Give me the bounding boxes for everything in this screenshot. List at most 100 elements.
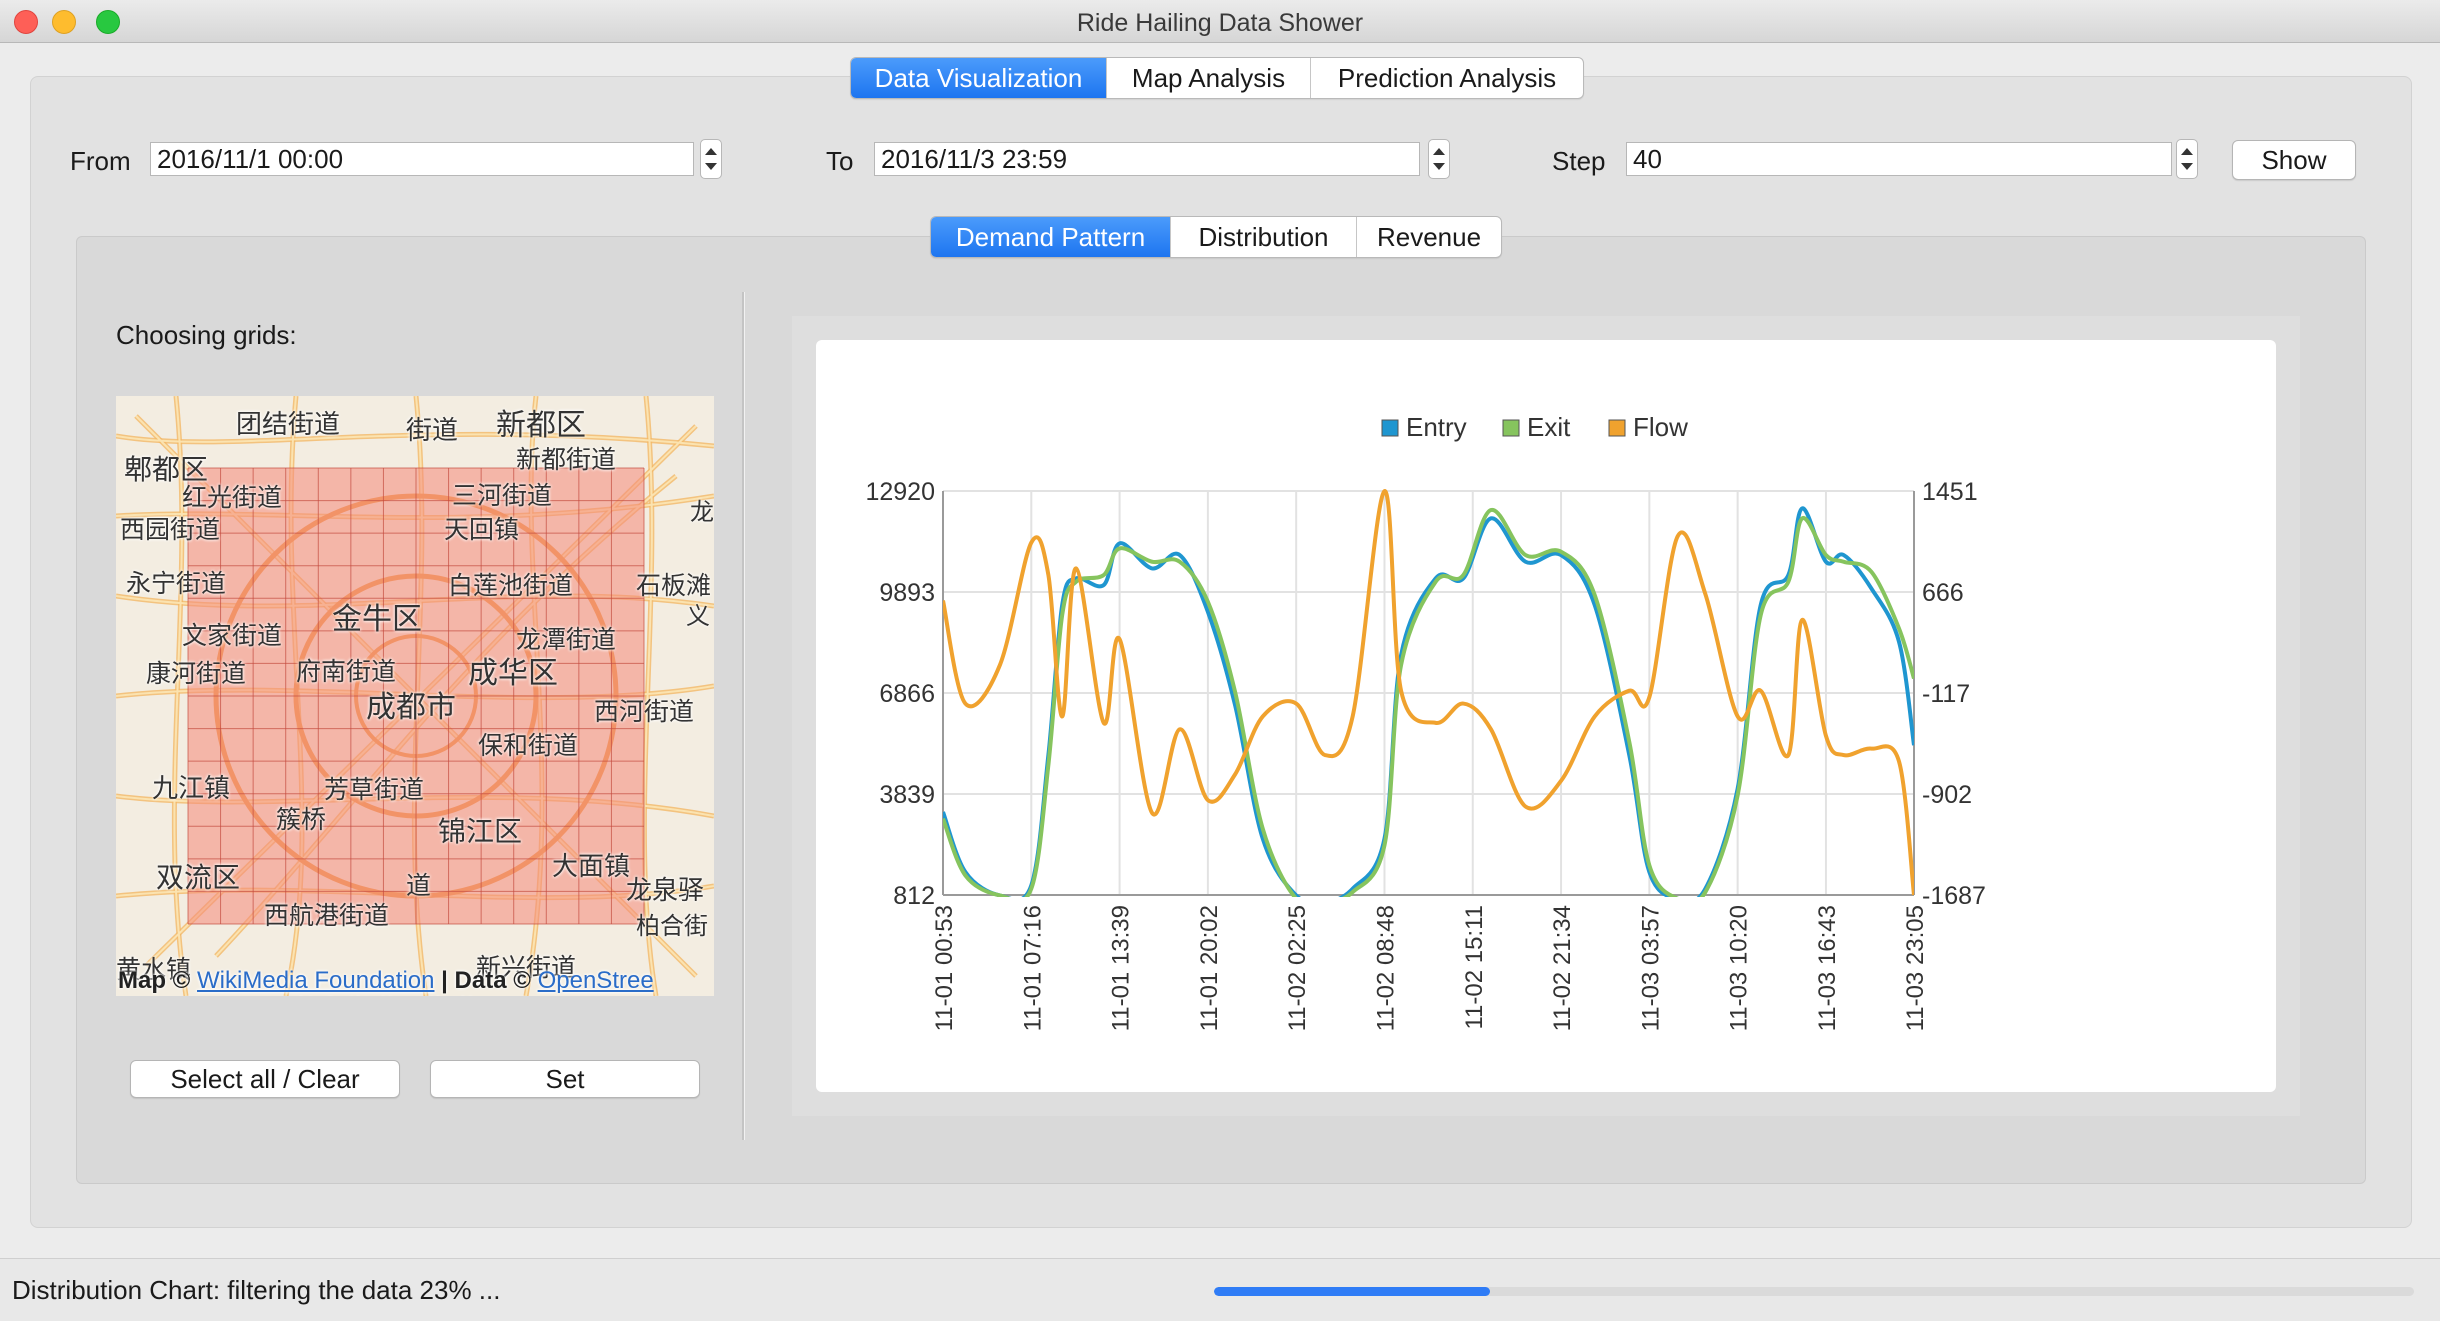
map-label: 双流区 xyxy=(156,861,241,894)
map-label: 天回镇 xyxy=(444,515,520,544)
map-label: 西园街道 xyxy=(120,515,221,544)
series-line-flow xyxy=(943,489,1914,896)
legend-label-flow: Flow xyxy=(1633,412,1688,442)
y-right-tick-label: -902 xyxy=(1922,781,1972,809)
choosing-grids-label: Choosing grids: xyxy=(116,320,297,350)
map-label: 芳草街道 xyxy=(324,775,425,804)
window-title: Ride Hailing Data Shower xyxy=(1076,9,1364,37)
maximize-window-button[interactable] xyxy=(96,10,120,34)
x-tick-label: 11-02 08:48 xyxy=(1372,905,1399,1031)
x-tick-label: 11-03 16:43 xyxy=(1814,905,1841,1031)
grid-map[interactable]: 团结街道 街道 新都区 新都街道 郫都区 红光街道 三河街道龙西园街道 天回镇 永宁街道 白莲池街… xyxy=(116,396,714,996)
x-tick-label: 11-01 00:53 xyxy=(931,905,958,1031)
attribution-mid: | Data © xyxy=(441,967,531,994)
to-stepper[interactable] xyxy=(1428,139,1450,179)
map-label: 街道 xyxy=(426,990,476,996)
tab-distribution[interactable]: Distribution xyxy=(1171,217,1357,257)
map-label: 红光街道 xyxy=(182,483,283,512)
map-label: 石板滩 xyxy=(636,571,712,600)
y-left-tick-label: 3839 xyxy=(879,781,935,809)
map-attribution: Map © WikiMedia Foundation | Data © Open… xyxy=(116,966,714,996)
stepper-up-icon xyxy=(705,148,717,155)
map-label: 成都市 xyxy=(366,690,456,725)
map-label: 锦江区 xyxy=(438,815,523,848)
tab-map-analysis[interactable]: Map Analysis xyxy=(1107,58,1311,98)
y-left-tick-label: 9893 xyxy=(879,579,935,607)
legend-swatch-entry xyxy=(1381,419,1399,437)
set-button[interactable]: Set xyxy=(430,1060,700,1098)
stepper-up-icon xyxy=(2181,148,2193,155)
progress-bar xyxy=(1214,1287,2414,1296)
wikimedia-link[interactable]: WikiMedia Foundation xyxy=(197,967,435,994)
minimize-window-button[interactable] xyxy=(52,10,76,34)
status-bar: Distribution Chart: filtering the data 2… xyxy=(0,1258,2440,1321)
map-label: 柏合街 xyxy=(636,912,708,940)
map-label: 府南街道 xyxy=(296,657,397,686)
x-tick-label: 11-02 21:34 xyxy=(1549,905,1576,1031)
step-label: Step xyxy=(1552,146,1606,176)
map-label: 黄水镇 xyxy=(116,955,192,984)
step-stepper[interactable] xyxy=(2176,139,2198,179)
map-label: 龙泉驿 xyxy=(626,876,705,906)
map-label: 文家街道 xyxy=(182,621,283,650)
show-button[interactable]: Show xyxy=(2232,140,2356,180)
tab-data-visualization[interactable]: Data Visualization xyxy=(851,58,1107,98)
series-line-entry xyxy=(943,506,1914,897)
attribution-prefix: Map © xyxy=(118,967,191,994)
map-label: 新兴街道 xyxy=(476,953,577,982)
legend-swatch-flow xyxy=(1608,419,1626,437)
map-label: 西河街道 xyxy=(594,697,695,726)
map-label: 永宁街道 xyxy=(126,569,227,598)
x-tick-label: 11-01 20:02 xyxy=(1196,905,1223,1031)
y-right-tick-label: -117 xyxy=(1922,680,1970,708)
from-stepper[interactable] xyxy=(700,139,722,179)
demand-chart: 812 3839 6866 9893 12920 -1687 -902 -117 666 1451… xyxy=(816,340,2276,1092)
x-tick-label: 11-03 23:05 xyxy=(1902,905,1929,1031)
step-field[interactable]: 40 xyxy=(1626,142,2172,176)
map-label: 新都区 xyxy=(496,408,586,443)
panel-divider xyxy=(742,292,745,1140)
to-datetime-field[interactable]: 2016/11/3 23:59 xyxy=(874,142,1420,176)
legend-swatch-exit xyxy=(1502,419,1520,437)
demand-chart-svg: 812 3839 6866 9893 12920 -1687 -902 -117 666 1451… xyxy=(865,412,1986,1031)
y-right-tick-label: 1451 xyxy=(1922,478,1978,506)
map-label: 康河街道 xyxy=(146,659,247,688)
y-right-tick-label: 666 xyxy=(1922,579,1964,607)
stepper-down-icon xyxy=(1433,163,1445,170)
from-label: From xyxy=(70,146,131,176)
status-text: Distribution Chart: filtering the data 2… xyxy=(12,1275,501,1305)
legend-label-exit: Exit xyxy=(1527,412,1571,442)
map-label: 团结街道 xyxy=(236,410,341,440)
map-label: 义 xyxy=(686,602,710,630)
sub-tab-bar: Demand Pattern Distribution Revenue xyxy=(930,216,1502,258)
map-label: 金牛区 xyxy=(332,602,422,637)
tab-prediction-analysis[interactable]: Prediction Analysis xyxy=(1337,62,1557,93)
map-label: 白莲池街道 xyxy=(448,571,574,600)
y-left-tick-label: 6866 xyxy=(879,680,935,708)
tab-demand-pattern[interactable]: Demand Pattern xyxy=(931,217,1171,257)
map-label: 大面镇 xyxy=(552,852,631,882)
map-label: 保和街道 xyxy=(478,731,579,760)
x-tick-label: 11-03 10:20 xyxy=(1726,905,1753,1031)
stepper-down-icon xyxy=(705,163,717,170)
x-tick-label: 11-01 13:39 xyxy=(1108,905,1135,1031)
select-all-clear-button[interactable]: Select all / Clear xyxy=(130,1060,400,1098)
openstreetmap-link[interactable]: OpenStree xyxy=(537,967,654,994)
stepper-down-icon xyxy=(2181,163,2193,170)
map-background xyxy=(116,396,714,996)
map-label: 龙 xyxy=(690,498,714,526)
map-label: 街道 xyxy=(406,416,459,446)
map-label: 新都街道 xyxy=(516,445,617,474)
x-tick-label: 11-02 02:25 xyxy=(1284,905,1311,1031)
map-label: 龙潭街道 xyxy=(516,625,617,654)
map-label: 道 xyxy=(406,871,432,900)
tab-revenue[interactable]: Revenue xyxy=(1376,221,1482,252)
to-label: To xyxy=(826,146,854,176)
close-window-button[interactable] xyxy=(14,10,38,34)
window-titlebar: Ride Hailing Data Shower xyxy=(0,0,2440,43)
legend-label-entry: Entry xyxy=(1406,412,1467,442)
map-label: 郫都区 xyxy=(124,453,209,486)
from-datetime-field[interactable]: 2016/11/1 00:00 xyxy=(150,142,694,176)
y-right-tick-label: -1687 xyxy=(1922,882,1986,910)
y-left-tick-label: 12920 xyxy=(865,478,935,506)
